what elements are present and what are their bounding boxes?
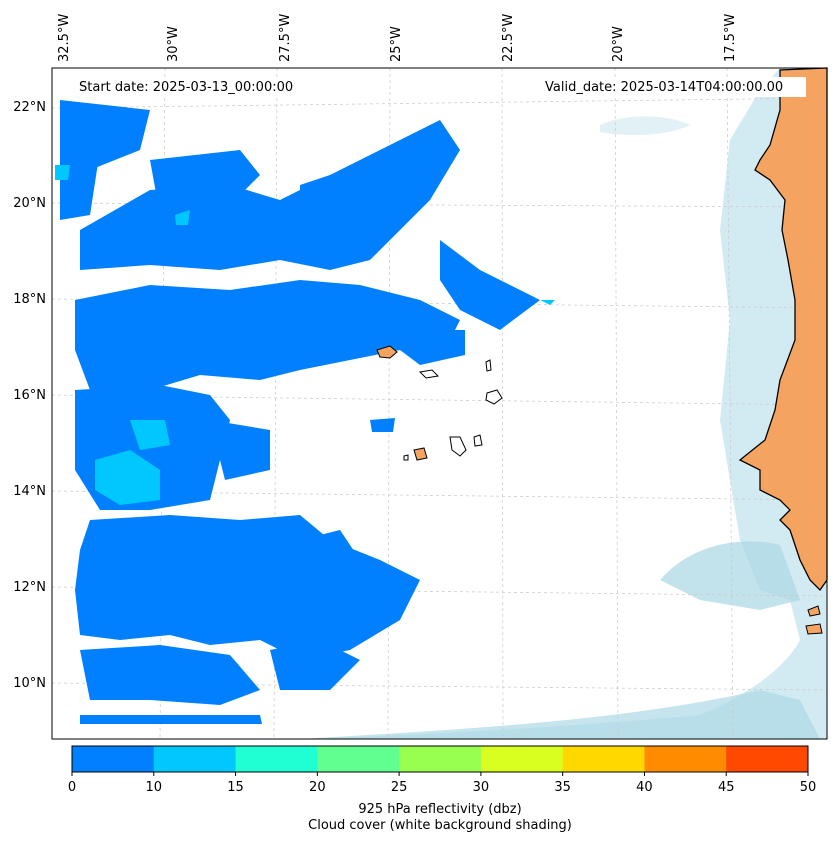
start-date-label: Start date: 2025-03-13_00:00:00 — [79, 80, 293, 95]
lat-label-16n: 16°N — [13, 388, 46, 403]
lat-label-18n: 18°N — [13, 292, 46, 307]
lon-label-30w: 30°W — [166, 26, 181, 62]
island-sal — [485, 359, 492, 372]
colorbar-segment — [726, 746, 809, 772]
colorbar-ticks: 0 10 15 20 25 30 35 40 45 50 — [68, 772, 816, 795]
lon-label-25w: 25°W — [389, 26, 404, 62]
reflectivity-10-15 — [55, 165, 555, 505]
colorbar-segment — [562, 746, 645, 772]
lat-label-10n: 10°N — [13, 676, 46, 691]
lat-label-14n: 14°N — [13, 484, 46, 499]
island-fogo — [413, 447, 428, 461]
land — [376, 67, 828, 635]
longitude-labels: 32.5°W 30°W 27.5°W 25°W 22.5°W 20°W 17.5… — [57, 14, 738, 62]
valid-date-bg — [540, 77, 806, 97]
latitude-labels: 22°N 20°N 18°N 16°N 14°N 12°N 10°N — [13, 100, 46, 691]
colorbar-frame — [71, 745, 809, 773]
reflectivity-0-10 — [60, 100, 540, 724]
colorbar: 0 10 15 20 25 30 35 40 45 50 — [68, 745, 816, 795]
colorbar-tick-label: 0 — [68, 780, 76, 795]
map-frame — [51, 67, 828, 740]
lat-label-12n: 12°N — [13, 580, 46, 595]
valid-date-box: Valid_date: 2025-03-14T04:00:00.00 — [540, 77, 806, 97]
lat-label-22n: 22°N — [13, 100, 46, 115]
colorbar-tick-label: 10 — [146, 780, 163, 795]
start-date-bg — [74, 77, 312, 97]
colorbar-segment — [235, 746, 318, 772]
colorbar-tick-label: 50 — [800, 780, 817, 795]
colorbar-tick-label: 35 — [554, 780, 571, 795]
africa-coastline — [738, 67, 828, 592]
colorbar-segment — [72, 746, 155, 772]
lon-label-17-5w: 17.5°W — [723, 14, 738, 62]
colorbar-segment — [317, 746, 400, 772]
lat-label-20n: 20°N — [13, 196, 46, 211]
colorbar-tick-label: 15 — [227, 780, 244, 795]
colorbar-tick-label: 45 — [718, 780, 735, 795]
colorbar-segment — [399, 746, 482, 772]
colorbar-label-cloud-cover: Cloud cover (white background shading) — [308, 818, 572, 833]
valid-date-label: Valid_date: 2025-03-14T04:00:00.00 — [545, 80, 783, 95]
map-panel — [51, 67, 828, 740]
island-sao-nicolau — [418, 369, 440, 379]
lon-label-20w: 20°W — [611, 26, 626, 62]
colorbar-segments — [72, 746, 809, 772]
colorbar-segment — [153, 746, 237, 772]
island-bijagos-2 — [805, 623, 823, 635]
island-brava — [403, 454, 409, 461]
colorbar-label-reflectivity: 925 hPa reflectivity (dbz) — [358, 802, 522, 817]
colorbar-tick-label: 25 — [391, 780, 408, 795]
colorbar-tick-label: 40 — [636, 780, 653, 795]
colorbar-segment — [480, 746, 564, 772]
island-maio — [473, 434, 483, 447]
start-date-box: Start date: 2025-03-13_00:00:00 — [74, 77, 312, 97]
island-boa-vista — [485, 389, 503, 405]
colorbar-tick-label: 30 — [473, 780, 490, 795]
island-bijagos-1 — [807, 605, 821, 617]
colorbar-segment — [644, 746, 727, 772]
island-santo-antao — [376, 345, 398, 359]
lon-label-32-5w: 32.5°W — [57, 14, 72, 62]
island-santiago — [449, 436, 467, 457]
colorbar-tick-label: 20 — [309, 780, 326, 795]
lon-label-22-5w: 22.5°W — [501, 14, 516, 62]
lon-label-27-5w: 27.5°W — [278, 14, 293, 62]
